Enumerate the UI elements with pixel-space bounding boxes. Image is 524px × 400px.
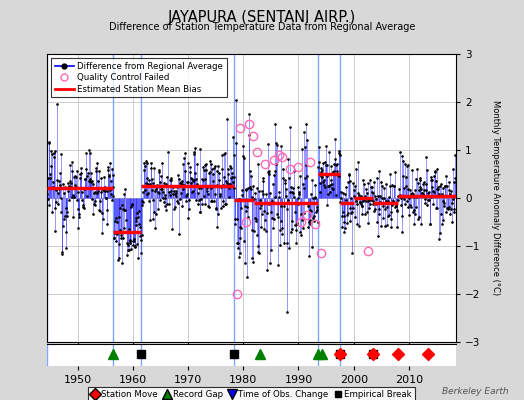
Text: Difference of Station Temperature Data from Regional Average: Difference of Station Temperature Data f… xyxy=(109,22,415,32)
Y-axis label: Monthly Temperature Anomaly Difference (°C): Monthly Temperature Anomaly Difference (… xyxy=(492,100,500,296)
Text: JAYAPURA (SENTANI AIRP.): JAYAPURA (SENTANI AIRP.) xyxy=(168,10,356,25)
Text: Berkeley Earth: Berkeley Earth xyxy=(442,387,508,396)
Legend: Difference from Regional Average, Quality Control Failed, Estimated Station Mean: Difference from Regional Average, Qualit… xyxy=(51,58,226,97)
Legend: Station Move, Record Gap, Time of Obs. Change, Empirical Break: Station Move, Record Gap, Time of Obs. C… xyxy=(88,386,415,400)
